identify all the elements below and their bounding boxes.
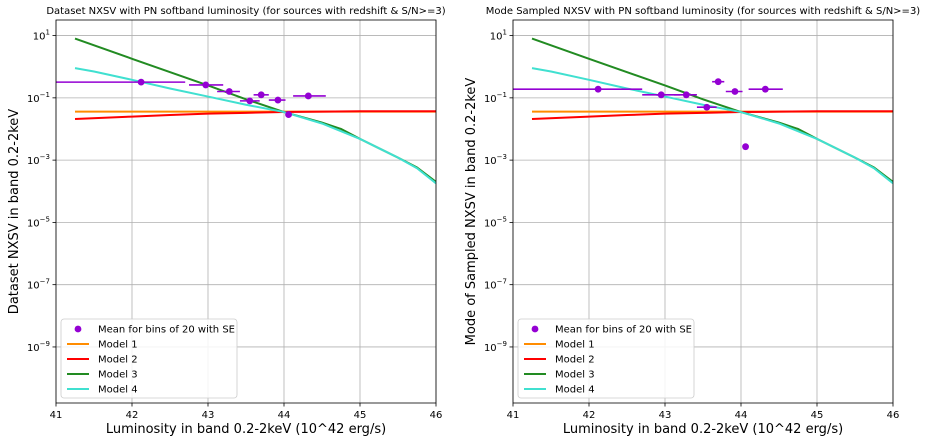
chart-panel-2: 41 42 43 44 45 4610110−110−310−510−710−9Mode … — [464, 6, 920, 437]
data-point — [742, 143, 749, 151]
y-tick-exponent: −9 — [40, 340, 50, 348]
series-line-model-2 — [531, 110, 893, 120]
y-tick-exponent: −7 — [497, 278, 507, 286]
y-tick-label: 101 — [490, 29, 507, 43]
y-tick-base: 10 — [484, 343, 497, 354]
x-tick-label: 42 — [126, 410, 139, 421]
legend-label-model-2: Model 2 — [98, 355, 138, 366]
x-tick-label: 46 — [887, 410, 900, 421]
x-tick-label: 43 — [659, 410, 672, 421]
y-tick-label: 10−7 — [27, 278, 50, 292]
y-tick-exponent: −5 — [497, 215, 507, 223]
y-tick-base: 10 — [27, 156, 40, 167]
legend-label-model-1: Model 1 — [98, 340, 138, 351]
legend-label-points: Mean for bins of 20 with SE — [555, 325, 692, 336]
chart-panel-1: 41 42 43 44 45 4610110−110−310−510−710−9Datas… — [7, 6, 446, 437]
y-tick-base: 10 — [484, 94, 497, 105]
data-point — [137, 78, 145, 86]
x-axis-label: Luminosity in band 0.2-2keV (10^42 erg/s… — [563, 422, 843, 437]
data-point — [304, 92, 312, 100]
y-tick-exponent: 1 — [46, 29, 50, 37]
x-tick-label: 44 — [735, 410, 748, 421]
axes-frame — [55, 19, 437, 404]
y-tick-exponent: −3 — [497, 153, 507, 161]
y-tick-base: 10 — [27, 343, 40, 354]
legend-label-model-4: Model 4 — [555, 385, 595, 396]
y-tick-base: 10 — [27, 281, 40, 292]
data-point — [225, 88, 233, 95]
y-tick-base: 10 — [490, 32, 503, 43]
x-tick-label: 46 — [430, 410, 443, 421]
y-tick-exponent: −7 — [40, 278, 50, 286]
y-tick-label: 10−3 — [484, 153, 507, 167]
chart-title: Mode Sampled NXSV with PN softband lumin… — [486, 6, 921, 17]
legend-label-model-4: Model 4 — [98, 385, 138, 396]
y-tick-base: 10 — [484, 156, 497, 167]
data-point — [731, 88, 739, 95]
y-tick-base: 10 — [484, 281, 497, 292]
x-tick-label: 44 — [278, 410, 291, 421]
y-tick-exponent: −9 — [497, 340, 507, 348]
data-point — [594, 85, 602, 93]
y-tick-base: 10 — [484, 218, 497, 229]
axes-frame — [512, 19, 894, 404]
y-tick-label: 10−9 — [27, 340, 50, 354]
x-tick-label: 43 — [202, 410, 215, 421]
y-tick-exponent: −5 — [40, 215, 50, 223]
data-point — [285, 111, 292, 118]
legend-label-model-3: Model 3 — [555, 370, 595, 381]
legend-box — [517, 318, 695, 399]
y-tick-label: 10−5 — [27, 215, 50, 229]
series-line-model-4 — [74, 67, 436, 185]
y-tick-base: 10 — [27, 94, 40, 105]
plot-area — [513, 37, 893, 185]
y-tick-exponent: −3 — [40, 153, 50, 161]
data-point — [657, 91, 665, 99]
data-point — [761, 85, 769, 93]
chart-title: Dataset NXSV with PN softband luminosity… — [46, 6, 445, 17]
y-tick-label: 101 — [33, 29, 50, 43]
legend-label-model-2: Model 2 — [555, 355, 595, 366]
y-tick-label: 10−9 — [484, 340, 507, 354]
legend-label-model-3: Model 3 — [98, 370, 138, 381]
y-tick-label: 10−3 — [27, 153, 50, 167]
y-tick-base: 10 — [27, 218, 40, 229]
y-tick-label: 10−5 — [484, 215, 507, 229]
data-point — [257, 91, 265, 99]
data-point — [682, 91, 690, 99]
data-point — [246, 97, 254, 105]
legend-label-model-1: Model 1 — [555, 340, 595, 351]
y-tick-label: 10−1 — [484, 91, 507, 105]
legend-marker-points — [74, 325, 82, 333]
y-tick-exponent: −1 — [497, 91, 507, 99]
plot-area — [56, 37, 436, 185]
y-tick-label: 10−1 — [27, 91, 50, 105]
y-axis-label: Dataset NXSV in band 0.2-2keV — [7, 109, 22, 314]
x-tick-label: 41 — [50, 410, 63, 421]
legend-label-points: Mean for bins of 20 with SE — [98, 325, 235, 336]
legend: Mean for bins of 20 with SE Model 1 Model … — [517, 318, 695, 399]
legend: Mean for bins of 20 with SE Model 1 Model … — [60, 318, 238, 399]
data-point — [703, 103, 711, 111]
y-tick-base: 10 — [33, 32, 46, 43]
y-tick-label: 10−7 — [484, 278, 507, 292]
series-line-model-2 — [74, 110, 436, 120]
data-point — [714, 78, 722, 86]
x-tick-label: 41 — [507, 410, 520, 421]
x-tick-label: 45 — [354, 410, 367, 421]
y-axis-label: Mode of Sampled NXSV in band 0.2-2keV — [464, 78, 479, 346]
series-line-model-4 — [531, 67, 893, 185]
x-tick-label: 45 — [811, 410, 824, 421]
y-tick-exponent: −1 — [40, 91, 50, 99]
legend-box — [60, 318, 238, 399]
data-point — [202, 81, 210, 89]
legend-marker-points — [531, 325, 539, 333]
data-point — [274, 96, 282, 104]
x-axis-label: Luminosity in band 0.2-2keV (10^42 erg/s… — [106, 422, 386, 437]
y-tick-exponent: 1 — [503, 29, 507, 37]
x-tick-label: 42 — [583, 410, 596, 421]
